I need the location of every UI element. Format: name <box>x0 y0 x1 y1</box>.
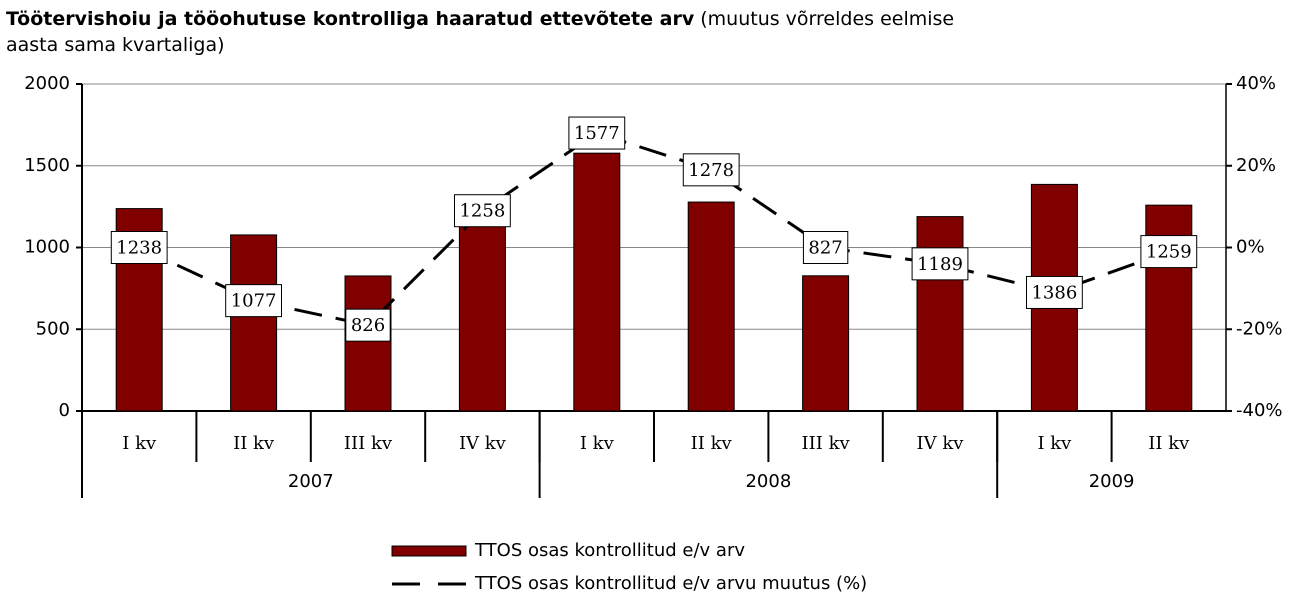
bar <box>458 204 506 412</box>
y-tick-label: 2000 <box>24 73 70 94</box>
legend-swatch <box>391 545 467 557</box>
bar <box>344 275 392 412</box>
y-tick-label: 1000 <box>24 237 70 258</box>
x-tick-label: IV kv <box>459 433 507 454</box>
y-tick-label: 1500 <box>24 155 70 176</box>
x-group-label: 2009 <box>1089 471 1135 492</box>
data-label-box <box>802 231 849 264</box>
data-label-box <box>225 284 283 318</box>
x-tick-label: III kv <box>802 433 851 454</box>
x-group-label: 2007 <box>288 471 334 492</box>
x-tick-label: I kv <box>122 433 157 454</box>
data-label-box <box>453 194 511 228</box>
data-label-box <box>1025 275 1083 309</box>
y2-tick-label: -20% <box>1236 318 1283 339</box>
y2-tick-label: 40% <box>1236 73 1276 94</box>
data-label: 1238 <box>116 238 162 259</box>
x-tick-label: I kv <box>1037 433 1072 454</box>
bar <box>916 216 964 412</box>
bar <box>573 152 621 412</box>
data-label-box <box>1140 235 1198 269</box>
data-label-box <box>568 116 626 150</box>
x-tick-label: I kv <box>580 433 615 454</box>
data-label: 1577 <box>574 123 620 144</box>
bar <box>687 201 735 412</box>
data-label-box <box>682 153 740 187</box>
chart-title: Töötervishoiu ja tööohutuse kontrolliga … <box>6 6 1006 58</box>
data-label: 1386 <box>1031 282 1077 303</box>
legend-label: TTOS osas kontrollitud e/v arvu muutus (… <box>474 573 867 594</box>
data-label: 1258 <box>459 201 505 222</box>
y2-tick-label: -40% <box>1236 400 1283 421</box>
line <box>138 131 1170 327</box>
y2-tick-label: 0% <box>1236 237 1265 258</box>
y-tick-label: 500 <box>36 318 70 339</box>
legend-label: TTOS osas kontrollitud e/v arv <box>474 540 745 561</box>
x-tick-label: IV kv <box>917 433 965 454</box>
data-label: 1259 <box>1146 242 1192 263</box>
subtitle: (muutus võrreldes eelmise aasta sama kva… <box>6 8 955 56</box>
data-label: 1077 <box>231 291 277 312</box>
y2-tick-label: 20% <box>1236 155 1276 176</box>
data-label-box <box>911 247 969 281</box>
x-tick-label: II kv <box>1148 433 1190 454</box>
x-group-label: 2008 <box>745 471 791 492</box>
data-label: 1278 <box>688 160 734 181</box>
data-label-box <box>345 308 391 342</box>
data-label: 1189 <box>917 254 963 275</box>
data-label-box <box>110 231 168 264</box>
x-tick-label: III kv <box>344 433 393 454</box>
y-tick-label: 0 <box>59 400 70 421</box>
data-label: 826 <box>351 315 385 336</box>
bar <box>802 275 850 412</box>
x-tick-label: II kv <box>691 433 733 454</box>
data-label: 827 <box>808 238 842 259</box>
title: Töötervishoiu ja tööohutuse kontrolliga … <box>6 8 695 30</box>
bar <box>230 234 278 412</box>
x-tick-label: II kv <box>233 433 275 454</box>
